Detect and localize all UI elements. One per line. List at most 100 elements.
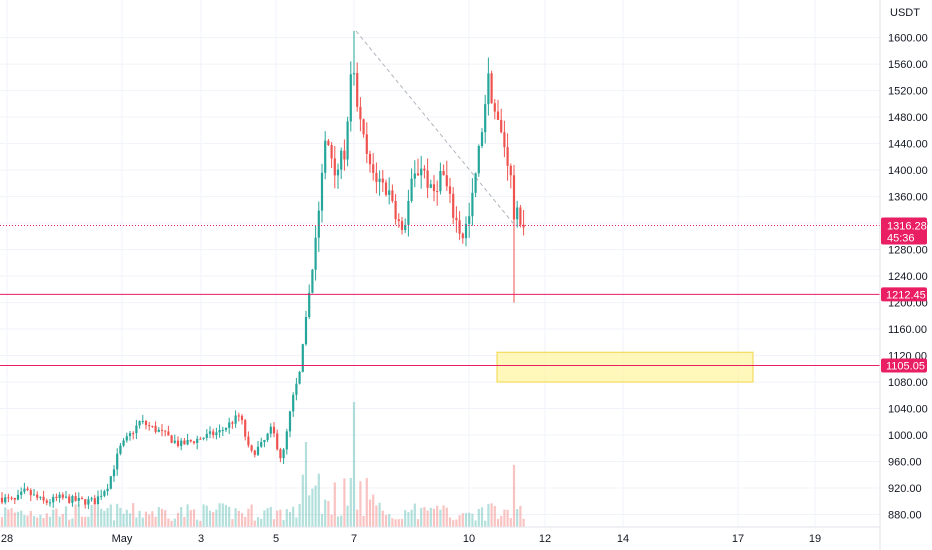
volume-bar	[500, 515, 503, 527]
candle-body	[256, 446, 260, 455]
volume-bar	[208, 510, 212, 527]
candle-body	[388, 190, 391, 195]
x-tick-label: 5	[273, 533, 279, 545]
candle-body	[36, 494, 39, 498]
candle-body	[87, 499, 90, 505]
candle-body	[116, 453, 119, 470]
currency-label: USDT	[890, 7, 920, 19]
candle-body	[141, 421, 144, 423]
candle-body	[247, 436, 250, 446]
candle-body	[93, 498, 96, 505]
candle-body	[4, 497, 7, 503]
candle-body	[365, 134, 368, 154]
volume-bar	[480, 507, 484, 527]
y-tick-label: 1240.00	[888, 271, 928, 283]
candle-body	[279, 449, 282, 459]
volume-bar	[439, 509, 442, 527]
candle-body	[506, 147, 509, 166]
volume-bar	[522, 518, 525, 527]
candle-body	[276, 433, 279, 450]
candle-body	[10, 497, 13, 499]
volume-bar	[298, 503, 301, 527]
volume-bar	[202, 504, 205, 527]
volume-bar	[199, 520, 202, 527]
volume-bar	[340, 515, 343, 527]
volume-bar	[445, 507, 448, 527]
volume-bar	[164, 510, 167, 527]
volume-bar	[263, 510, 266, 527]
volume-bar	[304, 442, 308, 527]
candle-body	[55, 496, 58, 498]
volume-bar	[170, 520, 173, 527]
volume-bar	[135, 517, 138, 527]
y-tick-label: 1160.00	[888, 324, 927, 336]
candle-body	[215, 432, 218, 436]
candle-body	[394, 201, 397, 220]
candle-body	[20, 491, 23, 495]
candle-body	[519, 207, 522, 225]
candle-body	[480, 132, 484, 147]
volume-bar	[484, 520, 487, 527]
volume-bar	[52, 509, 55, 527]
candle-body	[77, 497, 80, 501]
volume-bar	[314, 485, 317, 527]
candle-body	[253, 450, 256, 455]
y-tick-label: 1000.00	[888, 430, 928, 442]
volume-bar	[205, 505, 208, 527]
candlesticks	[0, 31, 525, 509]
candle-body	[423, 168, 426, 171]
volume-bar	[407, 512, 410, 527]
volume-bar	[189, 510, 192, 527]
volume-bar	[186, 504, 189, 527]
volume-bar	[122, 513, 125, 527]
price-axis[interactable]: 880.00 920.00 960.00 1000.00 1040.00 1080.00 1…	[888, 33, 928, 522]
volume-bar	[359, 481, 362, 527]
highlight-zone[interactable]	[496, 351, 754, 383]
volume-bar	[173, 518, 176, 527]
volume-bar	[125, 509, 128, 527]
candle-body	[404, 224, 407, 231]
volume-bar	[112, 520, 116, 527]
candle-body	[32, 494, 36, 496]
horizontal-lines[interactable]	[0, 225, 880, 366]
volume-bar	[138, 510, 141, 527]
volume-bar	[420, 507, 423, 527]
volume-bar	[100, 508, 103, 527]
volume-bar	[282, 520, 285, 527]
y-tick-label: 1040.00	[888, 404, 928, 416]
volume-bar	[148, 514, 151, 527]
candle-body	[461, 233, 464, 239]
volume-bar	[26, 515, 29, 527]
candle-body	[384, 182, 388, 195]
volume-bar	[218, 503, 221, 527]
volume-bar	[356, 509, 359, 527]
volume-bar	[458, 515, 461, 527]
volume-bar	[58, 516, 61, 527]
y-tick-label: 1280.00	[888, 245, 928, 257]
candle-body	[426, 170, 429, 188]
candle-body	[0, 497, 4, 503]
volume-bar	[493, 505, 496, 527]
volume-bar	[375, 505, 378, 527]
candle-body	[80, 497, 84, 500]
volume-bar	[404, 510, 407, 527]
x-tick-label: 28	[1, 533, 13, 545]
candle-body	[330, 145, 333, 159]
volume-bar	[0, 517, 4, 527]
volume-bar	[144, 511, 148, 527]
trend-line[interactable]	[355, 30, 514, 224]
volume-bar	[519, 505, 522, 527]
time-axis[interactable]: 28 May 3 5 7 10 12 14 17 19	[1, 533, 821, 545]
candle-body	[96, 496, 100, 505]
y-tick-label: 880.00	[888, 510, 922, 522]
volume-bar	[141, 517, 144, 527]
volume-bar	[196, 519, 199, 527]
volume-bar	[64, 506, 68, 527]
volume-bar	[183, 516, 186, 527]
volume-bar	[256, 517, 260, 527]
candle-body	[352, 73, 356, 75]
volume-bar	[327, 501, 330, 527]
candle-body	[39, 496, 42, 498]
candle-body	[266, 433, 269, 440]
